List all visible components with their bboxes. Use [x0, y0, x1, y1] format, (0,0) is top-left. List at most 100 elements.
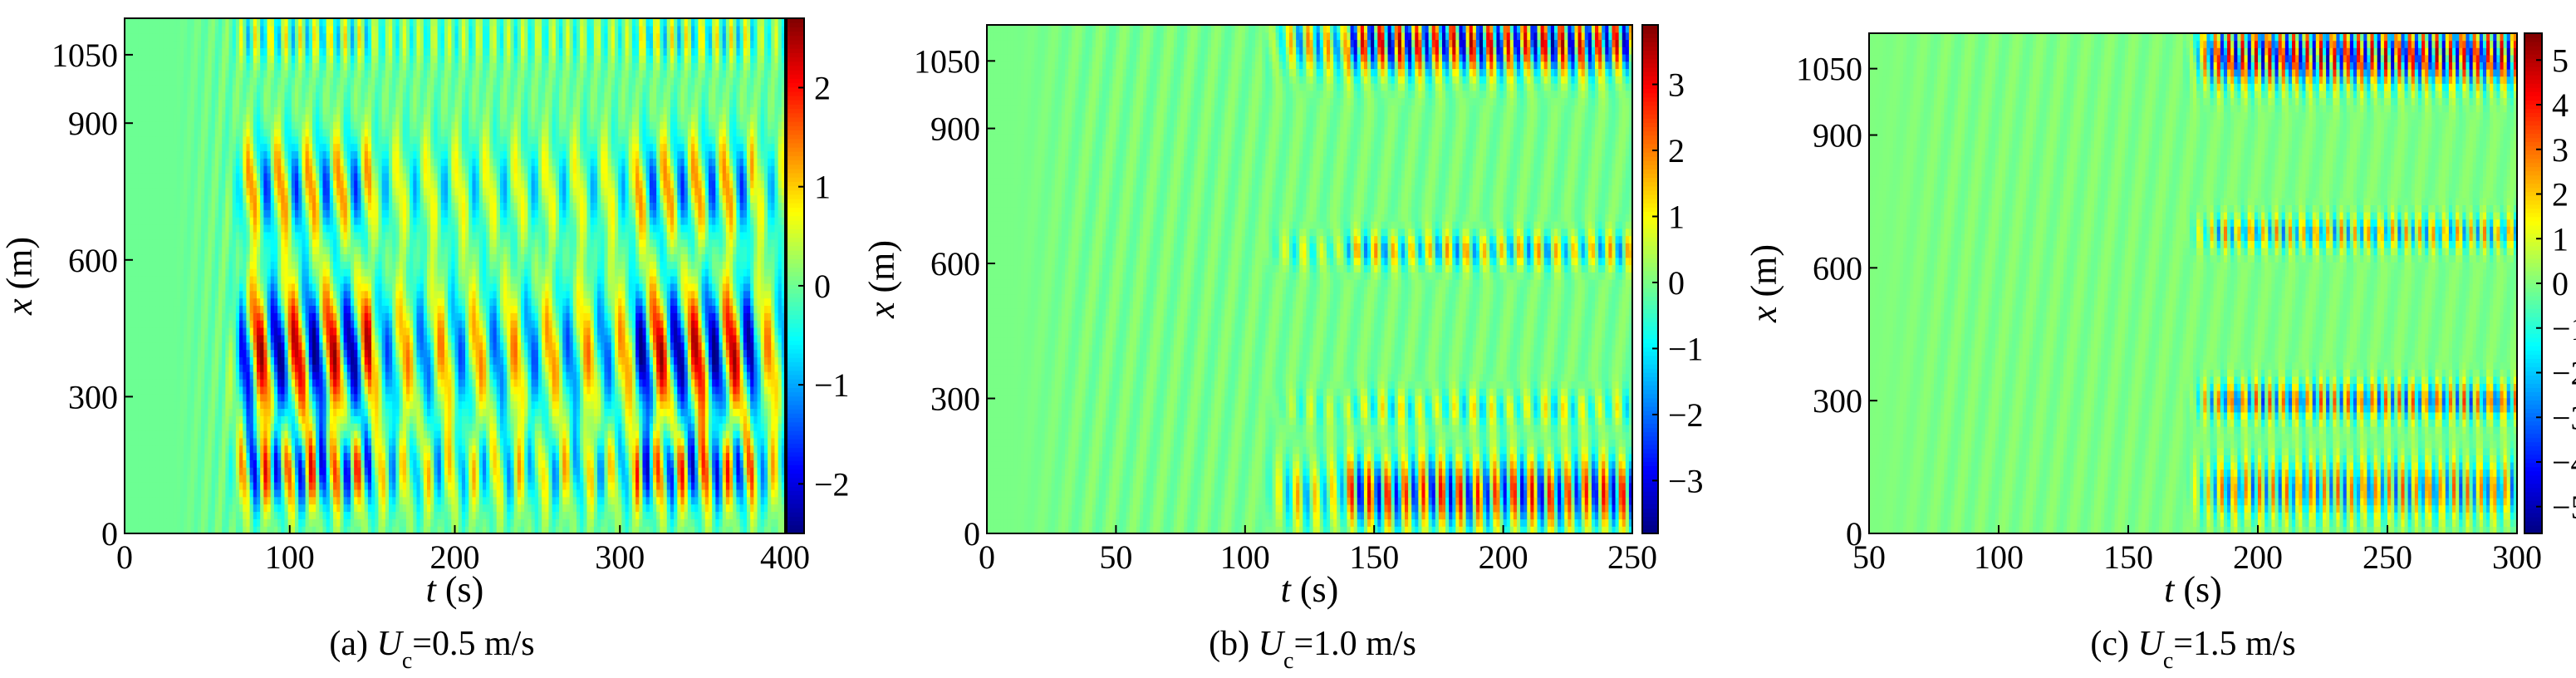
heatmap-cell — [677, 482, 681, 489]
heatmap-cell — [260, 438, 264, 445]
heatmap-cell — [573, 474, 577, 482]
heatmap-cell — [142, 518, 146, 526]
heatmap-cell — [403, 482, 407, 489]
heatmap-cell — [667, 459, 671, 467]
heatmap-cell — [559, 518, 563, 526]
heatmap-cell — [233, 445, 237, 453]
heatmap-cell — [198, 430, 202, 438]
heatmap-cell — [489, 489, 493, 497]
heatmap-cell — [552, 497, 557, 504]
heatmap-cell — [302, 430, 306, 438]
heatmap-cell — [497, 430, 501, 438]
heatmap-cell — [271, 453, 275, 460]
heatmap-cell — [514, 518, 518, 526]
heatmap-cell — [131, 423, 135, 430]
heatmap-cell — [427, 482, 431, 489]
heatmap-cell — [163, 518, 167, 526]
heatmap-cell — [444, 445, 449, 453]
heatmap-cell — [441, 430, 445, 438]
heatmap-cell — [548, 459, 552, 467]
heatmap-cell — [642, 489, 646, 497]
heatmap-cell — [726, 497, 730, 504]
heatmap-cell — [306, 445, 310, 453]
heatmap-cell — [218, 459, 223, 467]
heatmap-cell — [420, 430, 424, 438]
heatmap-cell — [677, 474, 681, 482]
heatmap-cell — [674, 474, 678, 482]
heatmap-cell — [705, 467, 709, 474]
heatmap-cell — [382, 467, 386, 474]
heatmap-cell — [758, 518, 762, 526]
heatmap-cell — [743, 504, 748, 512]
heatmap-cell — [392, 489, 396, 497]
heatmap-cell — [518, 504, 522, 512]
heatmap-cell — [187, 445, 191, 453]
heatmap-cell — [597, 445, 601, 453]
heatmap-cell — [298, 445, 302, 453]
heatmap-cell — [566, 474, 570, 482]
heatmap-cell — [184, 453, 188, 460]
heatmap-cell — [218, 482, 223, 489]
heatmap-cell — [139, 467, 143, 474]
heatmap-cell — [514, 474, 518, 482]
heatmap-cell — [316, 489, 320, 497]
heatmap-cell — [733, 459, 737, 467]
heatmap-cell — [177, 489, 181, 497]
heatmap-cell — [441, 482, 445, 489]
heatmap-cell — [503, 482, 508, 489]
heatmap-cell — [135, 445, 140, 453]
heatmap-cell — [274, 445, 278, 453]
heatmap-cell — [448, 467, 452, 474]
heatmap-cell — [726, 453, 730, 460]
heatmap-cell — [680, 504, 684, 512]
heatmap-cell — [489, 453, 493, 460]
heatmap-cell — [180, 445, 184, 453]
heatmap-cell — [680, 438, 684, 445]
heatmap-cell — [497, 445, 501, 453]
heatmap-cell — [253, 497, 258, 504]
heatmap-cell — [142, 423, 146, 430]
heatmap-cell — [145, 467, 150, 474]
heatmap-cell — [761, 511, 765, 518]
heatmap-cell — [448, 438, 452, 445]
heatmap-cell — [764, 504, 768, 512]
heatmap-cell — [169, 430, 174, 438]
heatmap-cell — [326, 504, 331, 512]
heatmap-cell — [677, 459, 681, 467]
heatmap-cell — [459, 497, 463, 504]
heatmap-cell — [615, 474, 619, 482]
heatmap-cell — [427, 438, 431, 445]
heatmap-cell — [483, 453, 487, 460]
heatmap-cell — [271, 482, 275, 489]
heatmap-cell — [591, 430, 595, 438]
heatmap-cell — [653, 467, 657, 474]
heatmap-cell — [510, 489, 514, 497]
heatmap-cell — [239, 430, 243, 438]
heatmap-cell — [451, 430, 455, 438]
heatmap-cell — [639, 504, 643, 512]
heatmap-cell — [497, 459, 501, 467]
heatmap-cell — [319, 497, 323, 504]
heatmap-cell — [611, 459, 616, 467]
heatmap-cell — [472, 430, 476, 438]
heatmap-cell — [166, 459, 170, 467]
heatmap-cell — [208, 482, 212, 489]
heatmap-cell — [758, 504, 762, 512]
heatmap-cell — [410, 438, 414, 445]
heatmap-cell — [336, 430, 341, 438]
heatmap-cell — [753, 518, 758, 526]
heatmap-cell — [729, 482, 734, 489]
heatmap-cell — [378, 474, 382, 482]
heatmap-cell — [306, 518, 310, 526]
heatmap-cell — [302, 482, 306, 489]
heatmap-cell — [434, 467, 438, 474]
heatmap-cell — [518, 518, 522, 526]
heatmap-cell — [357, 474, 361, 482]
heatmap-cell — [212, 504, 216, 512]
heatmap-cell — [635, 504, 640, 512]
heatmap-cell — [632, 459, 636, 467]
heatmap-cell — [691, 518, 695, 526]
heatmap-cell — [361, 511, 366, 518]
heatmap-cell — [368, 482, 372, 489]
heatmap-cell — [378, 482, 382, 489]
